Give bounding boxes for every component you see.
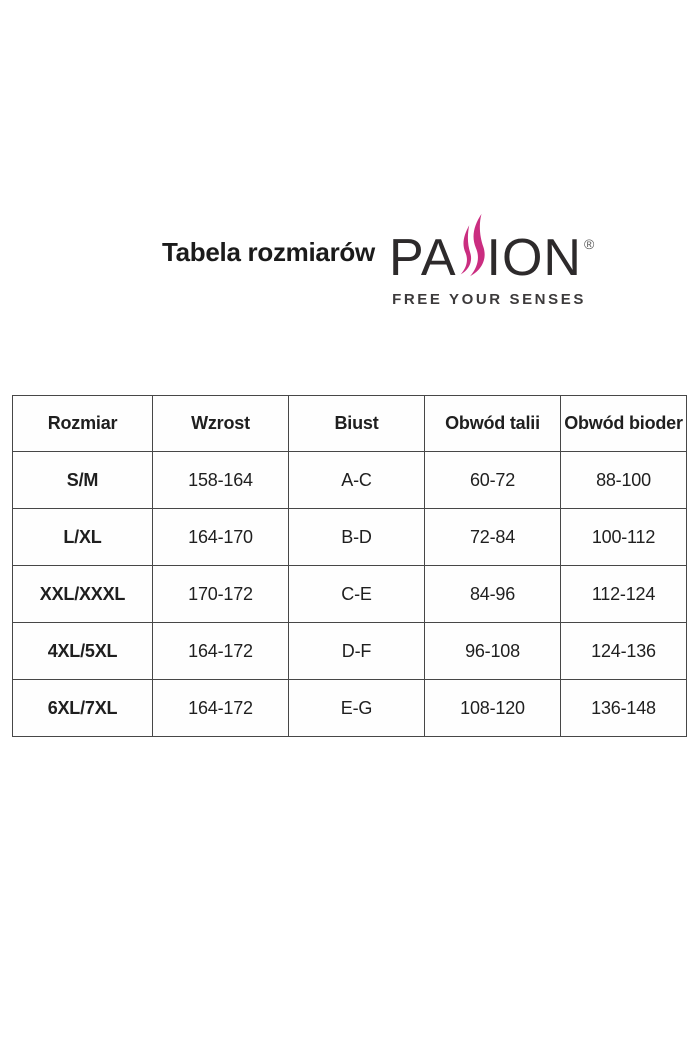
column-header-wzrost: Wzrost: [152, 395, 289, 452]
table-header-row: Rozmiar Wzrost Biust Obwód talii Obwód b…: [12, 395, 687, 452]
table-row-xxlxxxl: XXL/XXXL 170-172 C-E 84-96 112-124: [12, 565, 687, 623]
table-cell-biust: D-F: [288, 622, 425, 680]
page-title: Tabela rozmiarów: [162, 237, 375, 267]
brand-text-pa: PA: [389, 229, 457, 287]
table-cell-wzrost: 170-172: [152, 565, 289, 623]
table-cell-biodra: 124-136: [560, 622, 687, 680]
table-cell-biodra: 100-112: [560, 508, 687, 566]
column-header-obwod-bioder: Obwód bioder: [560, 395, 687, 452]
passion-logo: PA ION ® FREE YOUR SENSES: [389, 212, 594, 308]
table-row-6xl7xl: 6XL/7XL 164-172 E-G 108-120 136-148: [12, 679, 687, 737]
table-cell-biust: A-C: [288, 451, 425, 509]
table-row-sm: S/M 158-164 A-C 60-72 88-100: [12, 451, 687, 509]
table-row-lxl: L/XL 164-170 B-D 72-84 100-112: [12, 508, 687, 566]
table-cell-biust: E-G: [288, 679, 425, 737]
table-cell-biodra: 112-124: [560, 565, 687, 623]
brand-tagline: FREE YOUR SENSES: [392, 291, 586, 308]
column-header-biust: Biust: [288, 395, 425, 452]
column-header-obwod-talii: Obwód talii: [424, 395, 561, 452]
table-cell-talia: 72-84: [424, 508, 561, 566]
table-cell-size: 4XL/5XL: [12, 622, 153, 680]
table-cell-size: L/XL: [12, 508, 153, 566]
registered-trademark-icon: ®: [583, 236, 595, 252]
column-header-rozmiar: Rozmiar: [12, 395, 153, 452]
table-cell-biodra: 88-100: [560, 451, 687, 509]
table-cell-wzrost: 164-170: [152, 508, 289, 566]
brand-text-ion: ION: [486, 229, 582, 287]
table-cell-talia: 60-72: [424, 451, 561, 509]
size-table: Rozmiar Wzrost Biust Obwód talii Obwód b…: [12, 395, 687, 737]
table-cell-wzrost: 164-172: [152, 679, 289, 737]
table-cell-size: XXL/XXXL: [12, 565, 153, 623]
table-cell-talia: 96-108: [424, 622, 561, 680]
table-cell-wzrost: 164-172: [152, 622, 289, 680]
brand-wordmark: PA ION ®: [389, 212, 594, 287]
table-cell-biust: B-D: [288, 508, 425, 566]
table-cell-talia: 108-120: [424, 679, 561, 737]
table-cell-size: 6XL/7XL: [12, 679, 153, 737]
table-cell-size: S/M: [12, 451, 153, 509]
table-row-4xl5xl: 4XL/5XL 164-172 D-F 96-108 124-136: [12, 622, 687, 680]
table-cell-talia: 84-96: [424, 565, 561, 623]
table-cell-wzrost: 158-164: [152, 451, 289, 509]
table-cell-biust: C-E: [288, 565, 425, 623]
flame-icon: [460, 213, 485, 277]
table-cell-biodra: 136-148: [560, 679, 687, 737]
